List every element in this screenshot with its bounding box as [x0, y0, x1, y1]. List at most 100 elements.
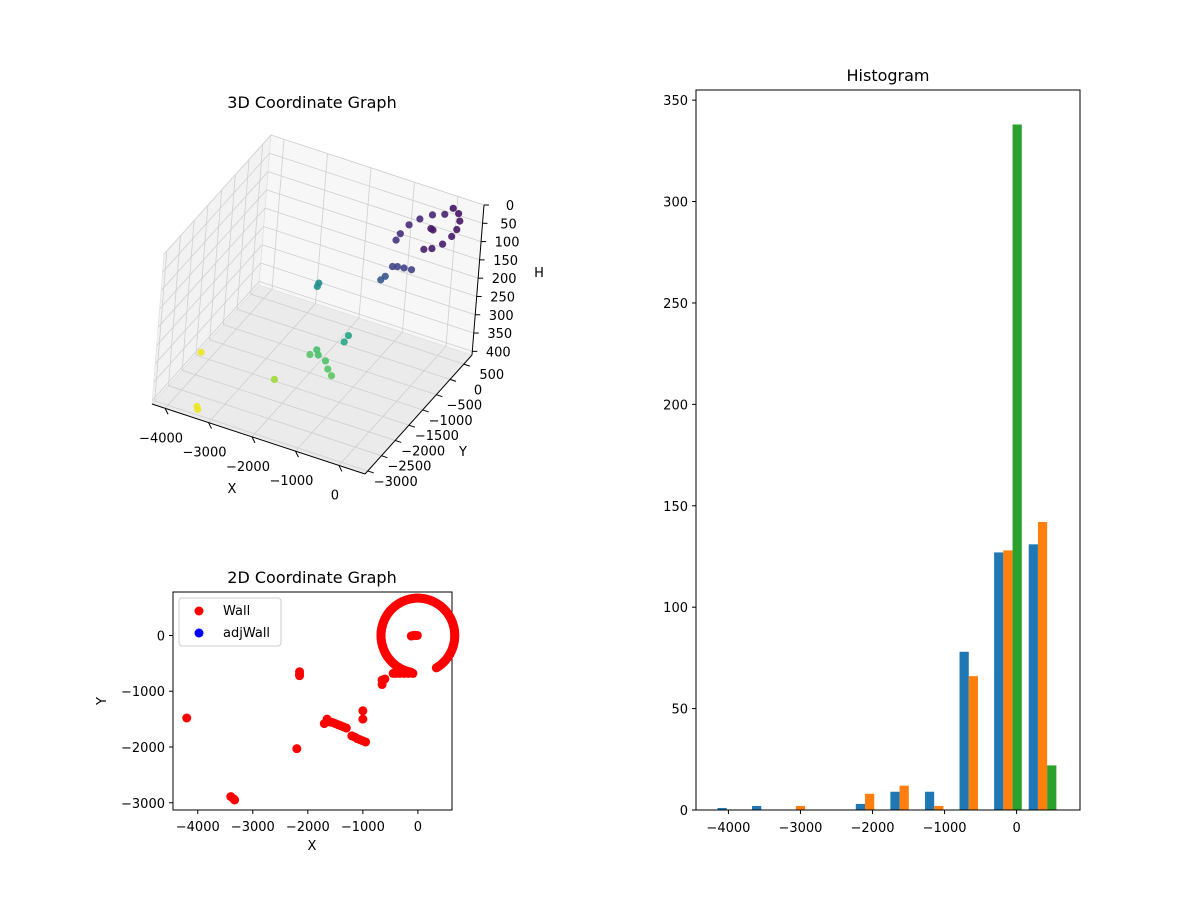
histogram-bar	[795, 805, 806, 810]
x-tick-label: 0	[414, 820, 422, 835]
3d-chart-title: 3D Coordinate Graph	[227, 93, 396, 112]
y-tick-label: 500	[479, 368, 504, 383]
x-gridline	[251, 317, 360, 438]
z-tick-label: 0	[506, 199, 514, 214]
z-gridline	[270, 134, 485, 206]
y-tick-mark	[463, 363, 470, 367]
3d-point	[407, 266, 416, 274]
x-gridline	[208, 303, 316, 423]
y-tick-mark	[408, 424, 416, 428]
y-tick-label: 0	[474, 383, 482, 398]
y-tick-label: 0	[157, 629, 165, 644]
3d-point	[388, 262, 397, 271]
x-tick-label: −4000	[176, 820, 220, 835]
histogram: −4000 −3000 −2000 −1000 0 0 50 100 150 200 250 300 3…	[663, 66, 1081, 836]
3d-point	[405, 221, 413, 229]
y-gridline	[250, 144, 264, 295]
histogram-bar	[865, 793, 875, 810]
x-gridline	[445, 196, 459, 347]
z-tick-label: 250	[490, 290, 515, 305]
histogram-bar	[1037, 522, 1048, 810]
y-gridline	[195, 205, 209, 356]
3d-z-axis-label: H	[534, 266, 544, 281]
histogram-bar	[1028, 544, 1038, 810]
z-gridline	[265, 207, 479, 279]
wall-point	[361, 737, 371, 747]
3d-point	[392, 236, 400, 244]
z-gridline	[157, 207, 266, 328]
x-tick-label: 0	[331, 488, 339, 503]
z-tick-label: 50	[500, 217, 517, 232]
z-gridline	[156, 226, 264, 346]
y-tick-label: −500	[446, 399, 482, 414]
3d-point	[456, 217, 464, 225]
3d-point	[324, 365, 332, 373]
y-tick-label: −2000	[121, 741, 165, 756]
2d-legend: Wall adjWall	[178, 597, 282, 647]
legend-wall-label: Wall	[223, 604, 250, 619]
y-tick-mark	[367, 470, 374, 474]
histogram-title: Histogram	[847, 66, 930, 85]
x-tick-label: −2000	[286, 820, 330, 835]
3d-y-axis-label: Y	[458, 445, 467, 460]
x-tick-label: −1000	[341, 820, 385, 835]
2d-points	[182, 593, 460, 805]
y-gridline	[209, 189, 223, 340]
y-tick-label: −1000	[121, 685, 165, 700]
x-tick-label: −4000	[706, 821, 750, 836]
z-tick-label: 300	[489, 309, 514, 324]
y-gridline	[154, 250, 168, 401]
wall-point	[292, 744, 302, 754]
x-tick-label: −1000	[269, 474, 313, 489]
z-axis-line	[471, 204, 485, 356]
3d-point	[449, 204, 457, 212]
histogram-bar	[994, 552, 1004, 810]
histogram-ticks: −4000 −3000 −2000 −1000 0 0 50 100 150 200 250 300 3…	[663, 94, 1021, 836]
z-gridline	[163, 134, 272, 255]
y-tick-label: −1500	[415, 429, 459, 444]
x-gridline	[295, 331, 403, 452]
2d-coordinate-graph: −4000 −3000 −2000 −1000 0 0 −1000 −2000 −3000 2D…	[95, 568, 460, 854]
y-gridline	[236, 159, 250, 310]
y-gridline	[181, 220, 195, 371]
y-tick-mark	[395, 439, 402, 443]
histogram-plot-frame	[695, 89, 1081, 811]
histogram-bar	[934, 805, 944, 810]
3d-point	[194, 405, 202, 413]
x-tick-label: −2000	[226, 460, 270, 475]
3d-point	[438, 240, 447, 248]
y-axis-line	[364, 354, 473, 475]
x-tick-mark	[295, 450, 299, 458]
legend-adjwall-marker	[194, 628, 204, 638]
3d-point	[428, 211, 437, 219]
histogram-bar	[968, 676, 978, 810]
2d-x-axis-label: X	[308, 839, 317, 854]
histogram-bar	[924, 791, 935, 810]
histogram-bar	[717, 807, 727, 810]
x-gridline	[164, 289, 273, 409]
3d-point	[396, 230, 404, 238]
y-tick-mark	[436, 394, 443, 398]
3d-point	[344, 331, 353, 340]
y-tick-label: −3000	[121, 797, 165, 812]
z-tick-label: 200	[492, 272, 517, 287]
y-tick-label: 50	[671, 703, 688, 718]
3d-point	[314, 351, 322, 359]
y-tick-label: −2000	[401, 444, 445, 459]
histogram-bar	[899, 785, 909, 810]
histogram-bar	[855, 803, 866, 810]
x-tick-mark	[164, 408, 169, 415]
3d-point	[428, 244, 436, 253]
3d-tick-labels: −4000−3000−2000−100005000−500−1000−1500−…	[139, 199, 519, 503]
wall-point	[358, 714, 368, 724]
2d-plot-frame	[172, 591, 453, 811]
y-tick-label: 250	[663, 297, 688, 312]
3d-point	[416, 215, 424, 223]
x-gridline	[338, 346, 447, 466]
y-gridline	[222, 174, 236, 325]
2d-chart-title: 2D Coordinate Graph	[227, 568, 396, 587]
wall-point	[230, 795, 240, 805]
3d-coordinate-graph: −4000−3000−2000−100005000−500−1000−1500−…	[139, 93, 544, 503]
z-gridline	[154, 244, 263, 365]
y-gridline	[182, 370, 396, 441]
